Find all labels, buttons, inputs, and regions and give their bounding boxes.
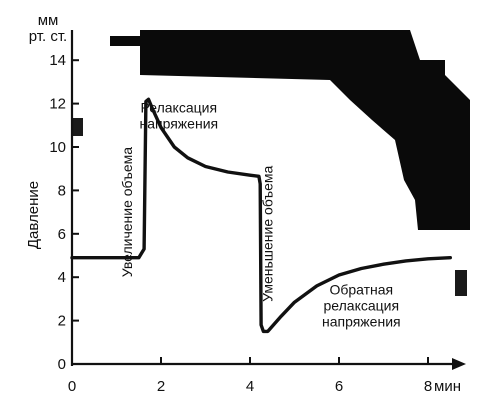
x-tick-label: 2 [157, 378, 165, 395]
y-unit-line-2: рт. ст. [29, 28, 67, 45]
x-axis-arrow [452, 358, 466, 370]
x-tick-label: 8 [424, 378, 432, 395]
y-tick-label: 0 [58, 356, 66, 373]
y-tick-label: 10 [49, 139, 66, 156]
annotation-line: напряжения [322, 314, 401, 330]
y-tick-label: 14 [49, 52, 66, 69]
x-tick-label: 4 [246, 378, 254, 395]
annotations: Увеличение объемаРелаксациянапряженияУме… [119, 99, 400, 329]
y-axis-title: Давление [25, 181, 42, 249]
x-tick-label: 6 [335, 378, 343, 395]
annotation-vertical: Уменьшение объема [259, 165, 275, 301]
annotation-line: Релаксация [141, 99, 218, 115]
scan-noise-dark-region [73, 30, 470, 296]
y-tick-label: 6 [58, 226, 66, 243]
y-tick-label: 2 [58, 313, 66, 330]
pressure-series-line [70, 97, 452, 334]
annotation-line: релаксация [324, 298, 400, 314]
y-unit-line-1: мм [38, 12, 59, 29]
y-tick-label: 12 [49, 96, 66, 113]
annotation-line: напряжения [140, 115, 219, 131]
annotation-vertical: Увеличение объема [119, 147, 135, 278]
annotation-line: Обратная [329, 282, 393, 298]
y-tick-label: 8 [58, 182, 66, 199]
x-unit-label: мин [434, 378, 461, 395]
x-ticks: 0 2 4 6 8 [68, 357, 432, 395]
y-tick-label: 4 [58, 269, 66, 286]
x-tick-label: 0 [68, 378, 76, 395]
y-ticks: 0 2 4 6 8 10 12 14 [49, 52, 79, 373]
